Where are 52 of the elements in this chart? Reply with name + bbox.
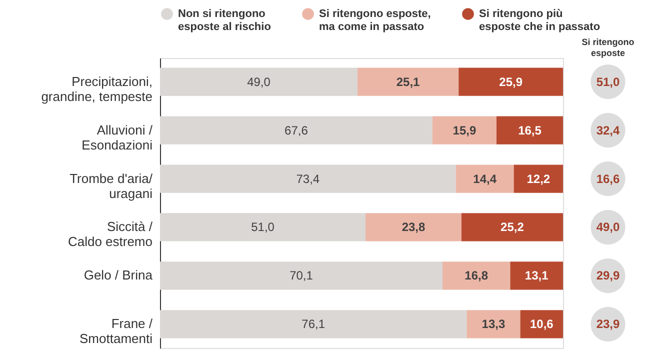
data-label: 73,4 bbox=[296, 172, 320, 186]
bar bbox=[442, 262, 510, 290]
data-label: 12,2 bbox=[526, 172, 550, 186]
data-label: 14,4 bbox=[473, 172, 497, 186]
bar bbox=[160, 213, 366, 242]
y-tick-label: Alluvioni / Esondazioni bbox=[82, 122, 153, 152]
bar bbox=[160, 68, 358, 96]
data-label: 76,1 bbox=[302, 317, 326, 332]
data-label: 13,1 bbox=[524, 268, 549, 283]
bar bbox=[357, 68, 459, 96]
data-label: 15,9 bbox=[452, 123, 476, 138]
data-label: 16,5 bbox=[518, 123, 542, 138]
y-tick-label: Gelo / Brina bbox=[84, 268, 154, 283]
bar bbox=[458, 68, 563, 96]
data-label: 67,6 bbox=[284, 123, 308, 138]
bar bbox=[461, 213, 563, 242]
bar bbox=[160, 164, 456, 193]
bar bbox=[160, 116, 432, 144]
data-label: 13,3 bbox=[482, 317, 506, 332]
text: 29,9 bbox=[596, 268, 620, 283]
data-label: 25,2 bbox=[500, 220, 524, 234]
bar bbox=[514, 164, 563, 193]
text: 49,0 bbox=[596, 220, 620, 234]
bar bbox=[456, 164, 514, 193]
bar bbox=[160, 262, 443, 290]
text: 51,0 bbox=[596, 74, 620, 89]
data-label: 10,6 bbox=[530, 317, 554, 332]
bar bbox=[510, 262, 563, 290]
bar bbox=[466, 310, 520, 338]
text: 16,6 bbox=[596, 172, 620, 186]
data-label: 25,1 bbox=[396, 74, 420, 89]
bar bbox=[432, 116, 497, 144]
legend-label: Si ritengono più esposte che in passato bbox=[479, 8, 600, 33]
y-tick-label: Siccità / Caldo estremo bbox=[68, 219, 153, 250]
y-tick-label: Precipitazioni, grandine, tempeste bbox=[41, 74, 152, 104]
bar bbox=[160, 310, 467, 338]
text: Si ritengono esposte bbox=[582, 37, 635, 58]
data-label: 16,8 bbox=[464, 268, 488, 283]
data-label: 25,9 bbox=[499, 74, 523, 89]
y-tick-label: Frane / Smottamenti bbox=[80, 316, 153, 346]
bar bbox=[496, 116, 563, 144]
y-tick-label: Trombe d'aria/ uragani bbox=[70, 170, 153, 201]
data-label: 70,1 bbox=[290, 268, 314, 283]
text: 32,4 bbox=[596, 123, 620, 138]
legend-label: Non si ritengono esposte al rischio bbox=[178, 8, 272, 33]
bar bbox=[366, 213, 462, 242]
data-label: 23,8 bbox=[402, 220, 426, 234]
bar bbox=[520, 310, 563, 338]
text: 23,9 bbox=[596, 317, 620, 332]
data-label: 51,0 bbox=[251, 220, 275, 234]
data-label: 49,0 bbox=[247, 74, 271, 89]
legend-label: Si ritengono esposte, ma come in passato bbox=[319, 8, 431, 33]
